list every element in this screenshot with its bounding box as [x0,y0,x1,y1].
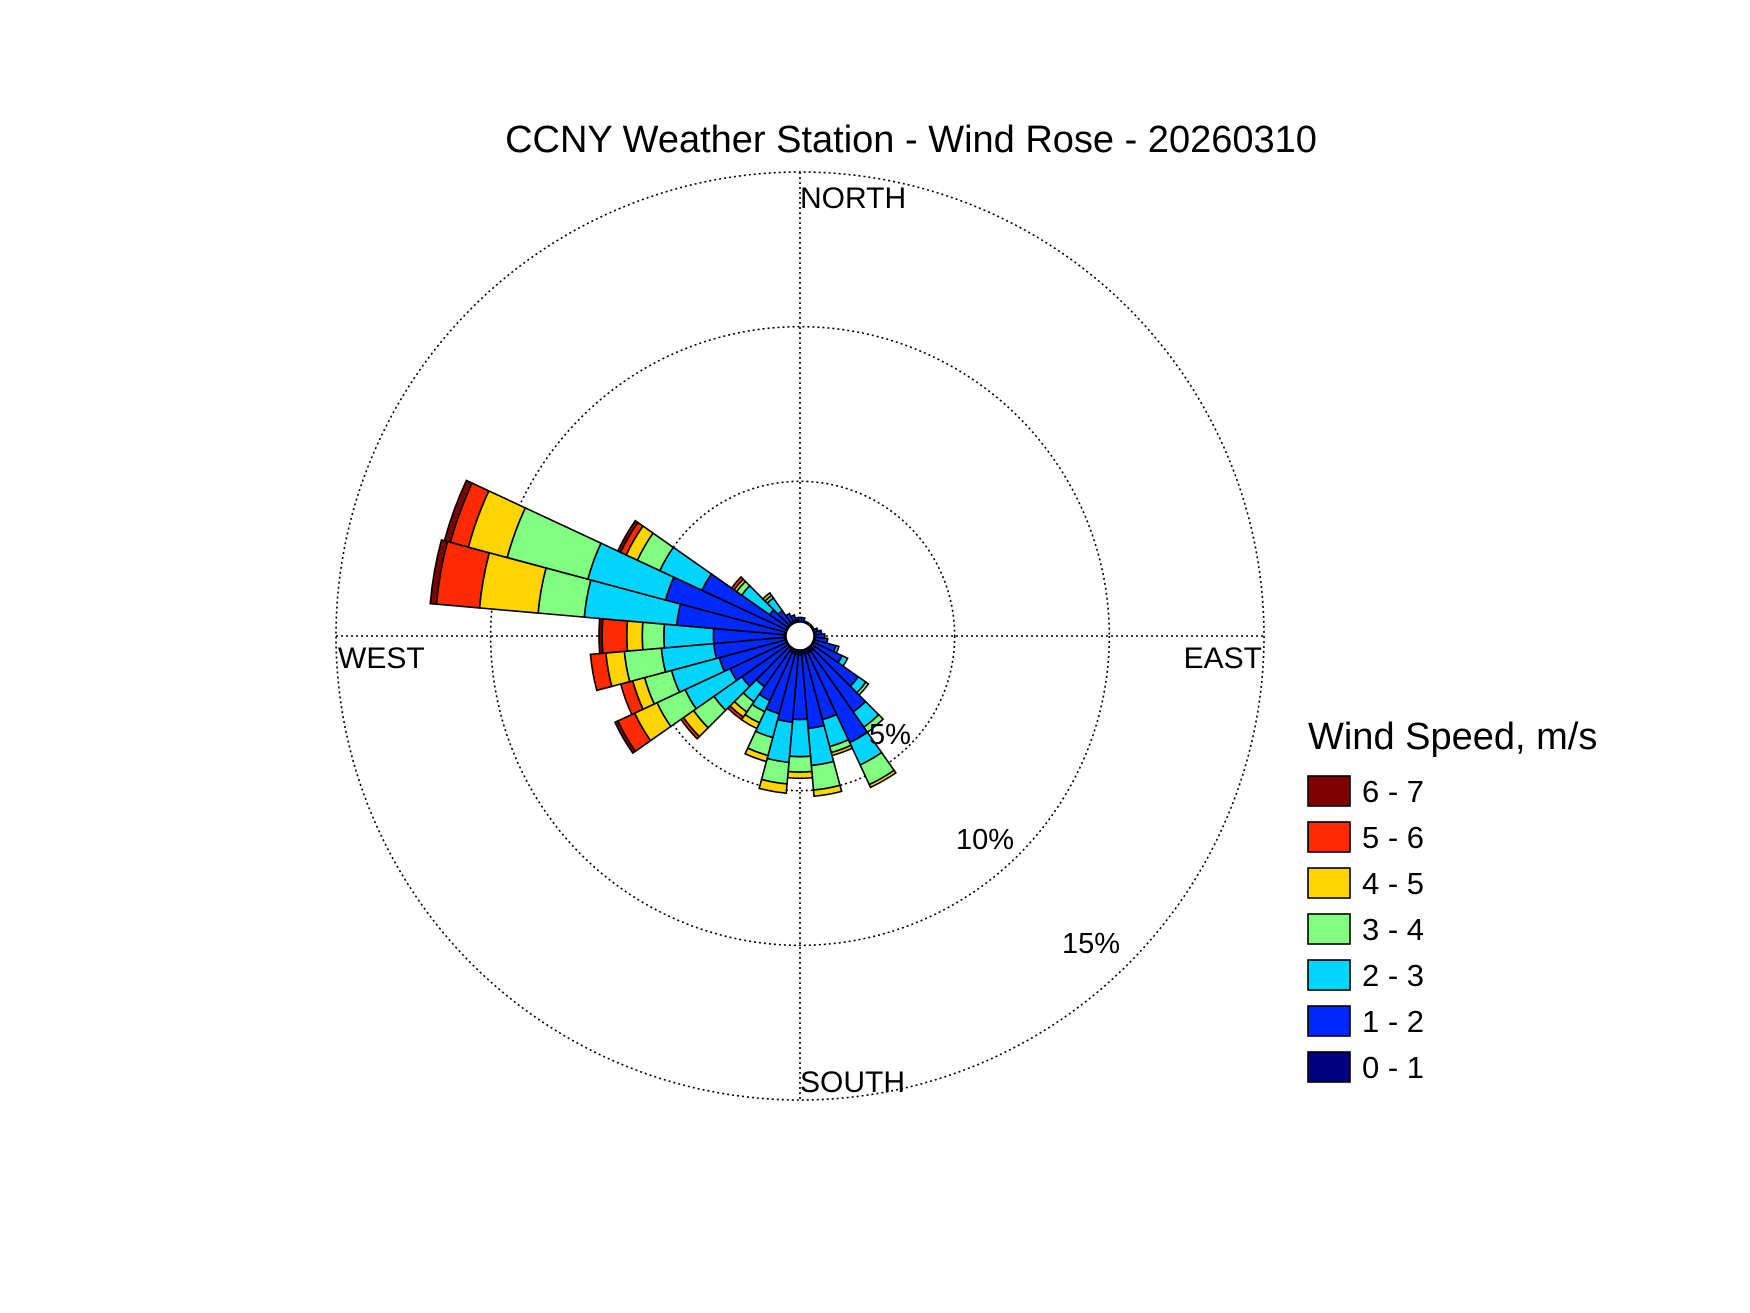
legend-swatch-1-2 [1307,1005,1351,1037]
wedge-280deg-bin-6 [429,538,449,606]
legend-swatch-3-4 [1307,913,1351,945]
legend-label-1-2: 1 - 2 [1362,1004,1424,1039]
legend-label-0-1: 0 - 1 [1362,1050,1424,1085]
legend-label-4-5: 4 - 5 [1362,866,1424,901]
wedge-260deg-bin-5 [589,652,613,692]
wedge-270deg-bin-5 [601,617,629,655]
wedge-150deg-bin-4 [868,769,897,789]
legend-label-6-7: 6 - 7 [1362,774,1424,809]
wedge-270deg-bin-4 [625,620,644,652]
wedge-290deg-bin-6 [443,479,474,544]
legend-swatch-6-7 [1307,775,1351,807]
wedge-300deg-bin-6 [616,519,639,554]
wedge-180deg-bin-3 [787,755,813,773]
west-label: WEST [338,642,425,675]
wedge-350deg-bin-1 [794,616,800,623]
wedge-170deg-bin-4 [812,784,843,798]
wedge-330deg-bin-1 [784,612,795,625]
chart-title: CCNY Weather Station - Wind Rose - 20260… [505,119,1317,161]
ring-label-5: 5% [869,719,911,751]
ring-label-15: 15% [1062,928,1120,960]
center-hub [785,621,815,651]
wedge-310deg-bin-5 [730,575,745,591]
legend-swatch-2-3 [1307,959,1351,991]
ring-label-10: 10% [956,824,1014,856]
grid-ring-10 [489,325,1111,947]
legend-label-5-6: 5 - 6 [1362,820,1424,855]
wedge-340deg-bin-1 [789,614,797,624]
legend: Wind Speed, m/s 6 - 7 5 - 6 4 - 5 3 - 4 … [1307,716,1597,1085]
wedge-320deg-bin-4 [761,591,773,603]
wedge-200deg-bin-4 [744,747,769,763]
wedge-180deg-bin-4 [786,770,814,780]
legend-swatch-0-1 [1307,1051,1351,1083]
wedge-270deg-bin-6 [598,617,604,655]
wind-rose-wedges [429,479,897,798]
east-label: EAST [1184,642,1262,675]
legend-swatch-5-6 [1307,821,1351,853]
legend-swatch-4-5 [1307,867,1351,899]
wedge-270deg-bin-3 [641,621,666,651]
legend-label-3-4: 3 - 4 [1362,912,1424,947]
wedge-240deg-bin-6 [613,719,637,755]
north-label: NORTH [800,182,906,215]
south-label: SOUTH [800,1066,905,1099]
legend-label-2-3: 2 - 3 [1362,958,1424,993]
legend-title: Wind Speed, m/s [1308,716,1597,758]
wedge-190deg-bin-4 [758,778,788,795]
